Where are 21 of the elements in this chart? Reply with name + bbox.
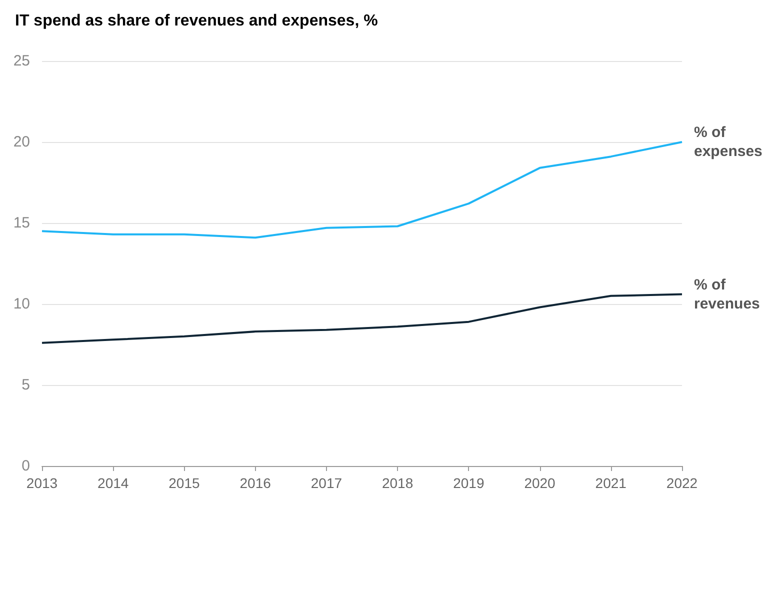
series-label: % of expenses — [694, 124, 762, 160]
x-tick-label: 2021 — [595, 475, 627, 491]
x-tick-label: 2020 — [524, 475, 556, 491]
line-series — [41, 141, 683, 239]
y-tick-label: 5 — [22, 376, 30, 394]
x-tick-label: 2014 — [98, 475, 129, 491]
y-tick-label: 0 — [22, 458, 30, 474]
line-series — [41, 293, 683, 344]
y-tick-label: 25 — [13, 52, 30, 70]
x-tick-label: 2013 — [26, 475, 58, 491]
x-tick-label: 2019 — [453, 475, 484, 491]
chart-title: IT spend as share of revenues and expenses, % — [15, 12, 378, 30]
x-tick-label: 2018 — [382, 475, 414, 491]
x-tick-label: 2022 — [666, 475, 698, 491]
x-tick-label: 2016 — [240, 475, 272, 491]
y-tick-label: 20 — [13, 134, 30, 150]
y-tick-label: 10 — [13, 296, 30, 312]
x-tick-label: 2015 — [168, 475, 200, 491]
x-tick-label: 2017 — [310, 475, 342, 491]
y-tick-label: 15 — [13, 214, 30, 232]
series-label: % of revenues — [694, 276, 760, 312]
